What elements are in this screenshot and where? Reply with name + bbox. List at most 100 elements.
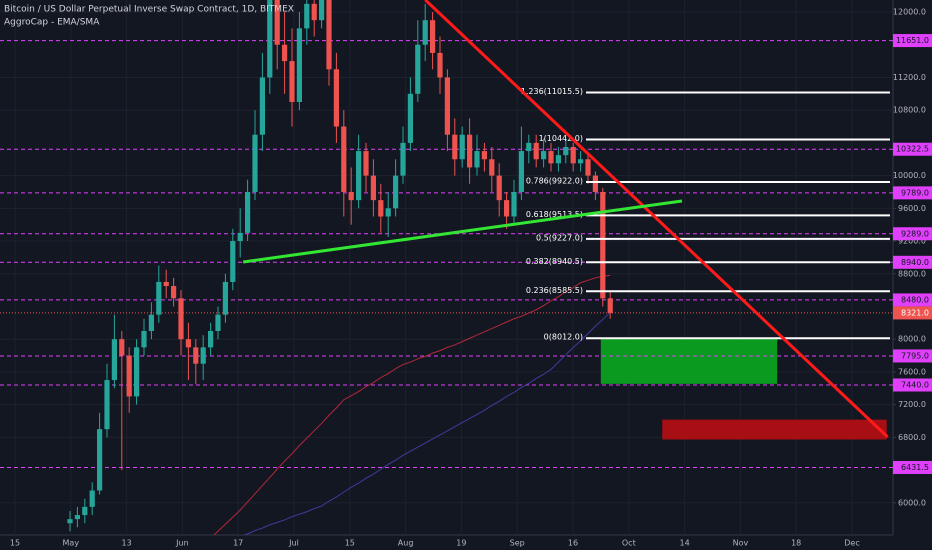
candle-body: [422, 20, 428, 45]
y-tick-label: 9200.0: [898, 237, 926, 246]
level-label-box: [893, 142, 932, 156]
candle-body: [489, 159, 495, 176]
x-tick-label: 15: [345, 539, 355, 548]
candle-body: [193, 347, 199, 364]
x-tick-label: Jun: [175, 539, 189, 548]
candle-body: [363, 151, 369, 176]
fib-label: 0.618(9513.5): [526, 210, 583, 219]
candle-body: [444, 77, 450, 135]
x-tick-label: May: [63, 539, 80, 548]
candle-body: [259, 77, 265, 135]
candle-body: [511, 191, 517, 217]
candle-body: [326, 0, 332, 70]
candle-body: [526, 142, 532, 152]
x-tick-label: 16: [568, 539, 578, 548]
candle-body: [407, 93, 413, 143]
x-tick-label: 13: [122, 539, 132, 548]
moving-average: [242, 311, 611, 535]
y-tick-label: 7600.0: [898, 367, 926, 376]
fib-label: 1.236(11015.5): [521, 87, 583, 96]
candle-body: [289, 61, 295, 102]
candle-body: [578, 159, 584, 164]
candle-body: [82, 506, 88, 516]
candle-body: [496, 175, 502, 201]
zone: [600, 338, 778, 384]
level-label: 9289.0: [901, 229, 929, 238]
last-price-label: 8321.0: [901, 308, 929, 317]
candle-body: [563, 146, 569, 156]
candle-body: [541, 151, 547, 160]
trend-line: [242, 199, 683, 264]
candle-body: [208, 331, 214, 348]
fib-label: 0.236(8585.5): [526, 286, 583, 295]
candle-body: [481, 151, 487, 160]
level-label-box: [893, 460, 932, 474]
candle-body: [171, 286, 177, 299]
candle-body: [533, 142, 539, 160]
level-label-box: [893, 293, 932, 307]
candle-body: [341, 126, 347, 192]
candle-body: [400, 142, 406, 176]
level-label-box: [893, 34, 932, 48]
candle-body: [237, 232, 243, 242]
candle-body: [459, 134, 465, 160]
x-tick-label: 14: [680, 539, 690, 548]
candle-body: [348, 191, 354, 201]
last-price-box: [893, 306, 932, 320]
fib-label: 1(10442.0): [539, 134, 583, 143]
y-tick-label: 8800.0: [898, 269, 926, 278]
candle-body: [333, 69, 339, 127]
y-tick-label: 11200.0: [893, 73, 926, 82]
candle-body: [570, 146, 576, 164]
y-tick-label: 6000.0: [898, 498, 926, 507]
candle-body: [437, 52, 443, 78]
x-tick-label: Jul: [288, 539, 299, 548]
candle-body: [163, 281, 169, 287]
candle-body: [67, 519, 73, 524]
candle-body: [185, 339, 191, 348]
candle-body: [252, 134, 258, 192]
fib-label: 0.5(9227.0): [536, 233, 583, 242]
candle-body: [200, 347, 206, 364]
candle-body: [74, 515, 80, 520]
candle-body: [415, 44, 421, 94]
candle-body: [296, 28, 302, 102]
level-label-box: [893, 378, 932, 392]
x-tick-label: 19: [456, 539, 466, 548]
fib-label: 0(8012.0): [544, 333, 583, 342]
candle-body: [267, 0, 273, 78]
candle-body: [592, 175, 598, 192]
candle-body: [385, 208, 391, 217]
x-tick-label: Dec: [844, 539, 859, 548]
candle-body: [430, 20, 436, 53]
candle-body: [111, 339, 117, 381]
indicator-label: AggroCap - EMA/SMA: [4, 18, 100, 28]
level-label: 10322.5: [896, 145, 929, 154]
candle-body: [141, 331, 147, 348]
y-tick-label: 10800.0: [893, 106, 926, 115]
candle-body: [585, 159, 591, 176]
level-label: 7440.0: [901, 380, 929, 389]
plot-area: 1.236(11015.5) 1(10442.0) 0.786(9922.0) 0.6…: [0, 0, 893, 535]
candle-body: [245, 191, 251, 233]
candle-body: [134, 347, 140, 397]
axes: 12000.0 11200.0 10800.0 10000.0 9600.0 9200.0…: [10, 8, 932, 548]
y-tick-label: 9600.0: [898, 204, 926, 213]
candle-body: [370, 175, 376, 201]
candle-body: [474, 151, 480, 168]
candle-body: [319, 0, 325, 21]
candle-body: [555, 155, 561, 164]
level-label: 9789.0: [901, 188, 929, 197]
y-tick-label: 12000.0: [893, 8, 926, 17]
candle-body: [548, 151, 554, 164]
candle-body: [356, 151, 362, 201]
x-tick-label: Nov: [733, 539, 749, 548]
x-tick-label: 15: [10, 539, 20, 548]
x-tick-label: Sep: [510, 539, 525, 548]
level-label-box: [893, 227, 932, 241]
candle-body: [304, 3, 310, 29]
level-label: 8480.0: [901, 295, 929, 304]
x-tick-label: 17: [233, 539, 243, 548]
trend-line: [424, 0, 889, 439]
